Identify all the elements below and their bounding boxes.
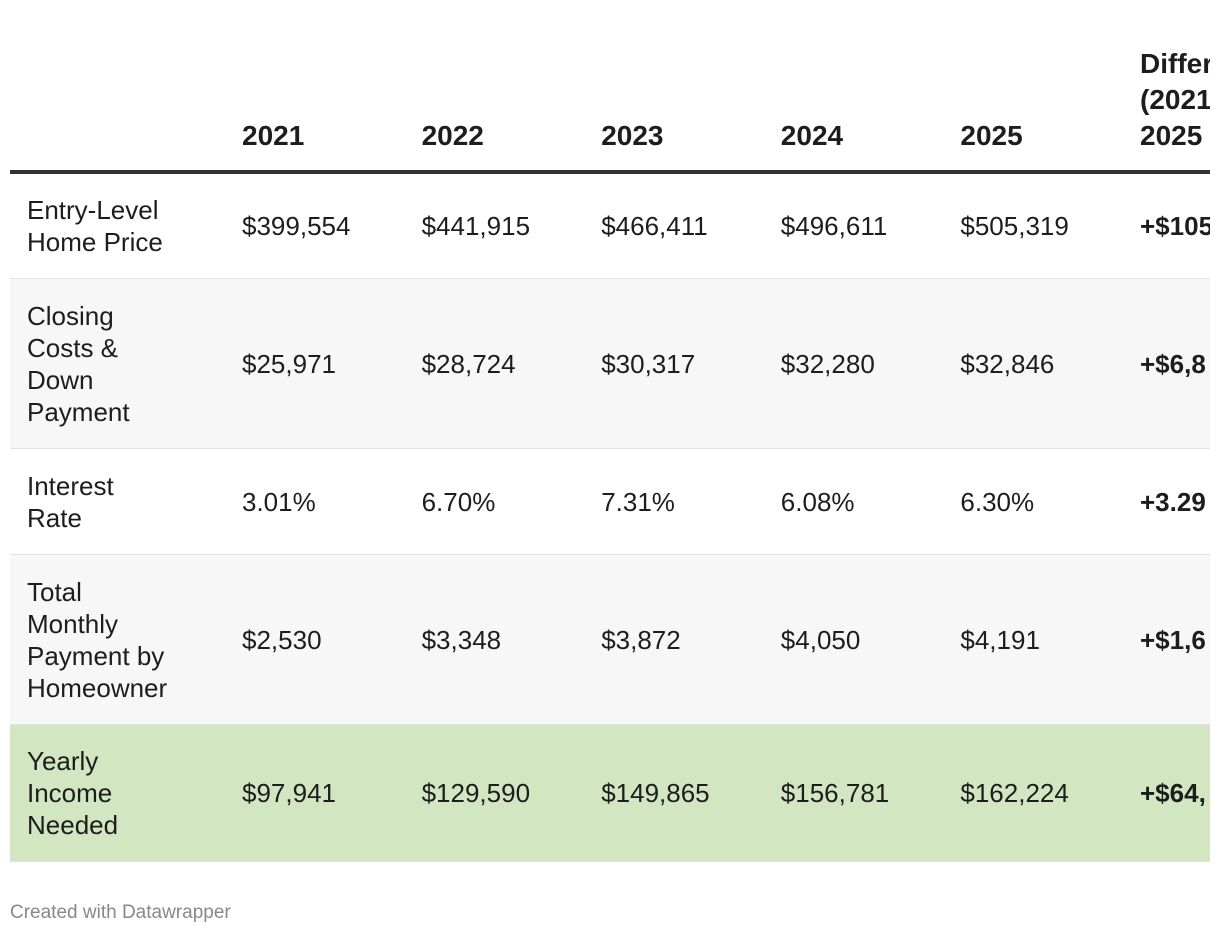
difference-cell: +$6,8: [1140, 348, 1206, 379]
row-label-text: Entry-Level Home Price: [27, 194, 163, 258]
table-cell: $30,317: [601, 348, 696, 379]
row-label: Entry-Level Home Price: [27, 174, 163, 278]
row-label-text: Closing Costs & Down Payment: [27, 300, 130, 428]
table-cell: $32,846: [960, 348, 1055, 379]
column-header: Differ (2021 2025: [1140, 46, 1210, 154]
table-header: 2021 2022 2023 2024 2025 Differ (2021 2025: [10, 0, 1210, 174]
difference-cell: +$105: [1140, 211, 1210, 241]
table-cell: $156,781: [780, 778, 890, 808]
row-label-text: Yearly Income Needed: [27, 745, 118, 841]
label-line: Monthly: [27, 608, 119, 639]
table-cell: $496,611: [780, 211, 888, 241]
label-line: Down: [27, 364, 94, 395]
label-line: Entry-Level: [27, 195, 159, 225]
table-cell: $32,280: [780, 348, 875, 379]
table-row: Total Monthly Payment by Homeowner $2,530 $3,…: [10, 555, 1210, 725]
row-label: Yearly Income Needed: [27, 725, 118, 861]
label-line: Interest: [27, 470, 114, 501]
header-line: (2021: [1140, 84, 1210, 115]
table-cell: $466,411: [601, 211, 708, 241]
label-line: Payment: [27, 396, 130, 427]
row-label-text: Total Monthly Payment by Homeowner: [27, 576, 167, 704]
label-line: Income: [27, 778, 113, 808]
header-line: 2025: [1140, 120, 1203, 151]
table-cell: $149,865: [601, 778, 710, 808]
table-cell: 6.30%: [960, 486, 1035, 517]
row-label: Total Monthly Payment by Homeowner: [27, 555, 167, 724]
difference-cell: +$1,6: [1140, 624, 1206, 655]
table-cell: $162,224: [960, 778, 1069, 808]
table-row: Closing Costs & Down Payment $25,971 $28,724 $…: [10, 279, 1210, 449]
column-header: 2022: [421, 120, 484, 151]
table-cell: $3,348: [421, 624, 502, 655]
column-header: 2021: [242, 120, 305, 151]
footer: Created with Datawrapper: [10, 902, 231, 923]
label-line: Payment by: [27, 640, 165, 671]
column-header: 2025: [960, 120, 1023, 151]
table-row: Interest Rate 3.01% 6.70% 7.31% 6.08% 6.30% +3.…: [10, 449, 1210, 555]
table-cell: $2,530: [242, 624, 322, 655]
label-line: Needed: [27, 810, 119, 840]
table-cell: 6.70%: [421, 486, 496, 517]
table-cell: $129,590: [421, 778, 531, 808]
table-cell: $441,915: [421, 211, 531, 241]
table-cell: $25,971: [242, 348, 336, 379]
table-row: Entry-Level Home Price $399,554 $441,915 $46…: [10, 174, 1210, 279]
row-label-text: Interest Rate: [27, 470, 114, 534]
table: 2021 2022 2023 2024 2025 Differ (2021 2025 Entr…: [10, 0, 1210, 870]
label-line: Home Price: [27, 227, 163, 257]
table-cell: 6.08%: [780, 486, 855, 517]
table-row: Yearly Income Needed $97,941 $129,590 $149,86…: [10, 725, 1210, 862]
label-line: Rate: [27, 502, 82, 533]
table-cell: 3.01%: [242, 486, 316, 517]
label-line: Closing: [27, 300, 114, 331]
header-line: Differ: [1140, 48, 1210, 79]
table-cell: $28,724: [421, 348, 516, 379]
difference-cell: +$64,: [1140, 778, 1206, 808]
table-cell: $399,554: [242, 211, 351, 241]
table-cell: $505,319: [960, 211, 1069, 241]
table-cell: 7.31%: [601, 486, 675, 517]
column-header: 2023: [601, 120, 664, 151]
column-header: 2024: [780, 120, 844, 151]
row-label: Interest Rate: [27, 449, 114, 554]
label-line: Total: [27, 576, 82, 607]
label-line: Homeowner: [27, 672, 168, 703]
table-cell: $4,050: [780, 624, 861, 655]
table-cell: $3,872: [601, 624, 681, 655]
table-cell: $4,191: [960, 624, 1040, 655]
row-label: Closing Costs & Down Payment: [27, 279, 130, 448]
table-cell: $97,941: [242, 778, 336, 808]
label-line: Costs &: [27, 332, 119, 363]
difference-cell: +3.29: [1140, 486, 1206, 517]
label-line: Yearly: [27, 746, 99, 776]
